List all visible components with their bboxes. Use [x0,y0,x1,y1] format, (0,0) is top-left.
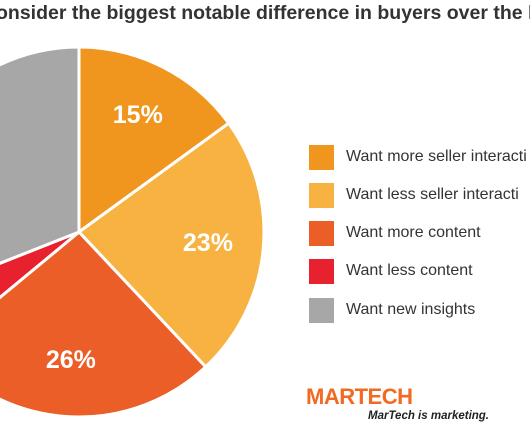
slice-data-label: 23% [183,229,233,257]
legend-item-less-content: Want less content [309,258,473,284]
slice-data-label: 15% [113,101,163,129]
legend-item-more-seller: Want more seller interacti [309,144,527,170]
logo-tagline: MarTech is marketing. [368,410,490,422]
pie-slice-0 [77,45,231,235]
legend-label: Want more content [346,224,481,241]
legend-label: Want less seller interacti [346,186,519,203]
legend-swatch [309,258,334,284]
logo-wordmark: MARTECH [306,384,413,409]
slice-data-label: 26% [46,346,96,374]
pie-slice-2 [0,229,208,419]
pie-slice-4 [0,45,81,265]
martech-logo: MARTECH MarTech is marketing. [306,384,489,423]
legend-label: Want less content [346,262,473,279]
legend-swatch [309,297,334,323]
pie-slice-3 [0,230,80,300]
legend-swatch [309,220,334,246]
legend-label: Want new insights [346,301,476,318]
chart-title: onsider the biggest notable difference i… [0,2,530,24]
legend-swatch [309,144,334,170]
legend-label: Want more seller interacti [346,148,527,165]
legend-item-more-content: Want more content [309,220,481,246]
legend-swatch [309,182,334,208]
legend-item-less-seller: Want less seller interacti [309,182,519,208]
legend-item-new-insights: Want new insights [309,297,475,323]
pie-slice-1 [76,121,266,369]
